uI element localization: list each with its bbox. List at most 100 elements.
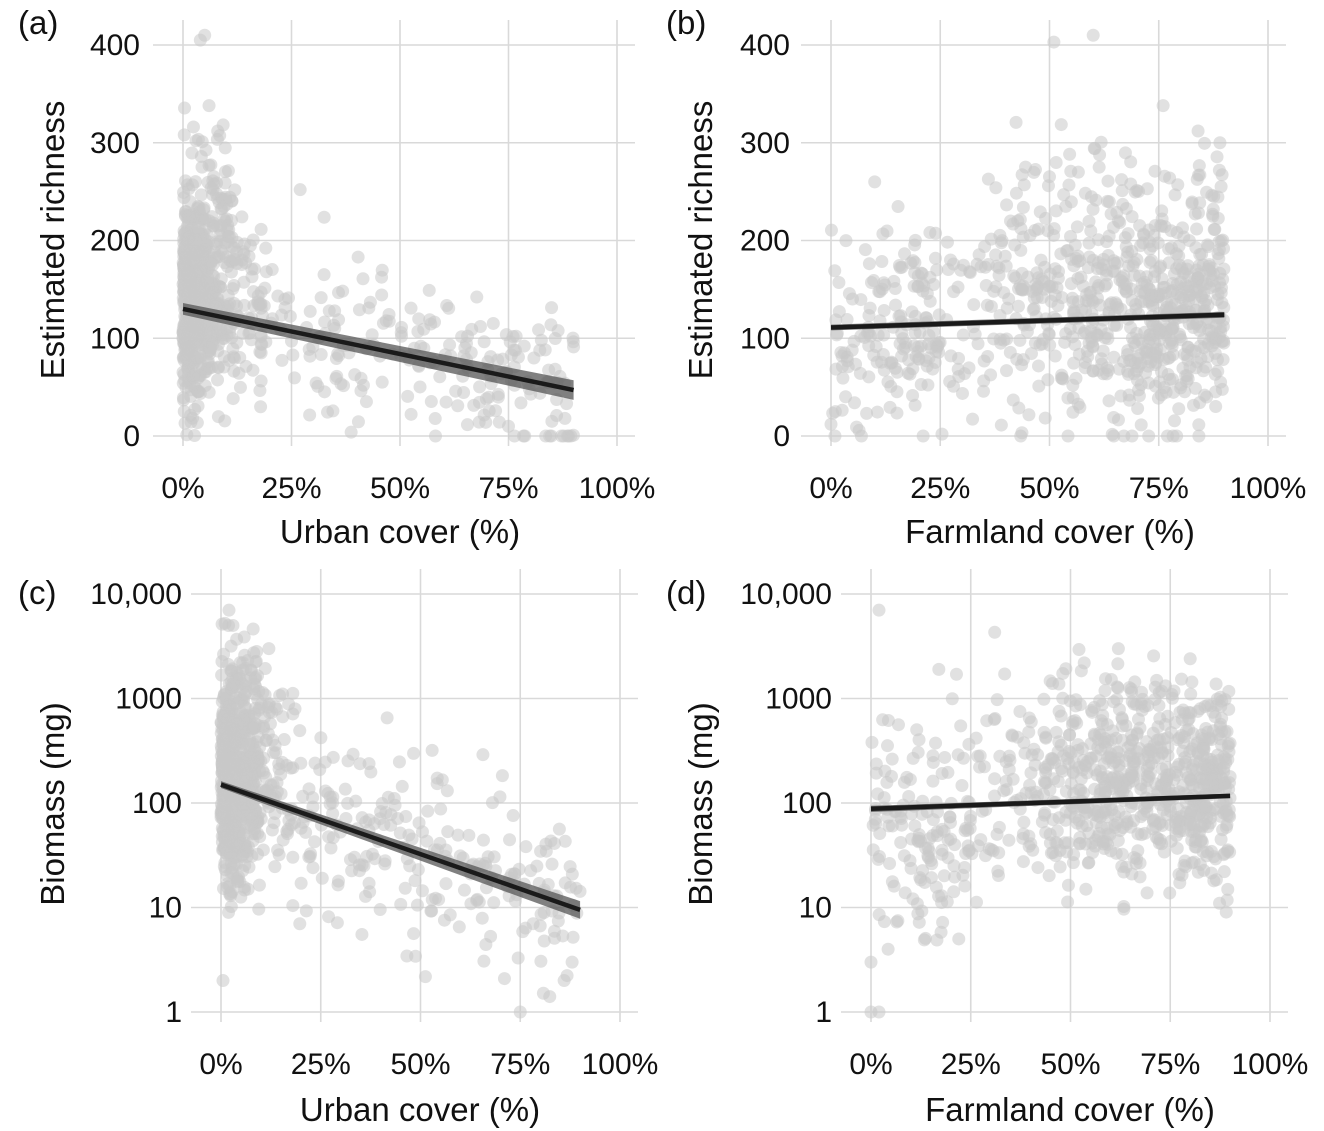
x-tick-label: 100% [1230,472,1307,505]
data-point [237,298,251,312]
data-point [440,298,454,312]
data-point [286,850,300,864]
data-point [946,257,960,271]
data-point [1146,813,1160,827]
data-point [898,886,912,900]
data-point [351,415,365,429]
data-point [258,662,272,676]
x-axis-title: Urban cover (%) [280,513,520,550]
data-point [1086,339,1100,353]
data-point [1217,301,1231,315]
data-point [829,313,843,327]
data-point [911,269,925,283]
data-point [392,755,406,769]
data-point [395,779,409,793]
data-point [992,820,1006,834]
data-point [1193,247,1207,261]
data-point [1107,318,1121,332]
data-point [1177,858,1191,872]
data-point [1028,224,1042,238]
data-point [1028,336,1042,350]
data-point [221,833,235,847]
y-tick-label: 100 [132,787,182,820]
data-point [885,875,899,889]
data-point [227,252,241,266]
data-point [1190,222,1204,236]
y-tick-label: 1 [165,996,182,1029]
data-point [860,406,874,420]
data-point [439,395,453,409]
data-point [487,896,501,910]
data-point [869,757,883,771]
data-point [1013,704,1027,718]
data-point [211,360,225,374]
data-point [1059,813,1073,827]
y-axis-title: Estimated richness [34,101,71,380]
data-point [1087,727,1101,741]
data-point [881,942,895,956]
y-tick-label: 300 [90,127,140,160]
data-point [252,902,266,916]
data-point [242,326,256,340]
data-point [514,396,528,410]
data-point [202,334,216,348]
data-point [353,757,367,771]
data-point [425,743,439,757]
data-point [462,828,476,842]
data-point [828,264,842,278]
data-point [1181,353,1195,367]
data-point [1214,180,1228,194]
data-point [1165,336,1179,350]
data-point [560,397,574,411]
data-point [932,662,946,676]
data-point [455,330,469,344]
data-point [1157,845,1171,859]
data-point [218,165,232,179]
data-point [891,718,905,732]
data-point [1032,379,1046,393]
data-point [932,308,946,322]
data-point [186,371,200,385]
data-point [1037,725,1051,739]
data-point [1044,294,1058,308]
data-point [190,332,204,346]
data-point [1031,861,1045,875]
data-point [1168,414,1182,428]
data-point [1059,199,1073,213]
data-point [1101,363,1115,377]
data-point [330,916,344,930]
data-point [1009,186,1023,200]
data-point [1111,657,1125,671]
data-point [365,328,379,342]
data-point [299,904,313,918]
data-point [421,804,435,818]
data-point [378,857,392,871]
data-point [1042,869,1056,883]
data-point [407,927,421,941]
data-point [214,218,228,232]
data-point [178,101,192,115]
data-point [441,825,455,839]
fit-layer [220,781,581,919]
data-point [256,764,270,778]
data-point [228,819,242,833]
data-point [1024,715,1038,729]
data-point [911,907,925,921]
data-point [1120,815,1134,829]
data-point [1147,289,1161,303]
data-point [905,807,919,821]
data-point [957,751,971,765]
data-point [1163,886,1177,900]
data-point [274,787,288,801]
panel-c: 0% 25% 50% 75% 100% 1 10 100 1000 10,000 (c) Urba… [18,569,658,1128]
data-point [536,986,550,1000]
data-point [1042,327,1056,341]
data-point [545,301,559,315]
data-point [228,183,242,197]
data-point [1125,210,1139,224]
data-point [973,749,987,763]
data-point [1078,361,1092,375]
data-point [1101,810,1115,824]
data-point [552,822,566,836]
data-point [989,181,1003,195]
